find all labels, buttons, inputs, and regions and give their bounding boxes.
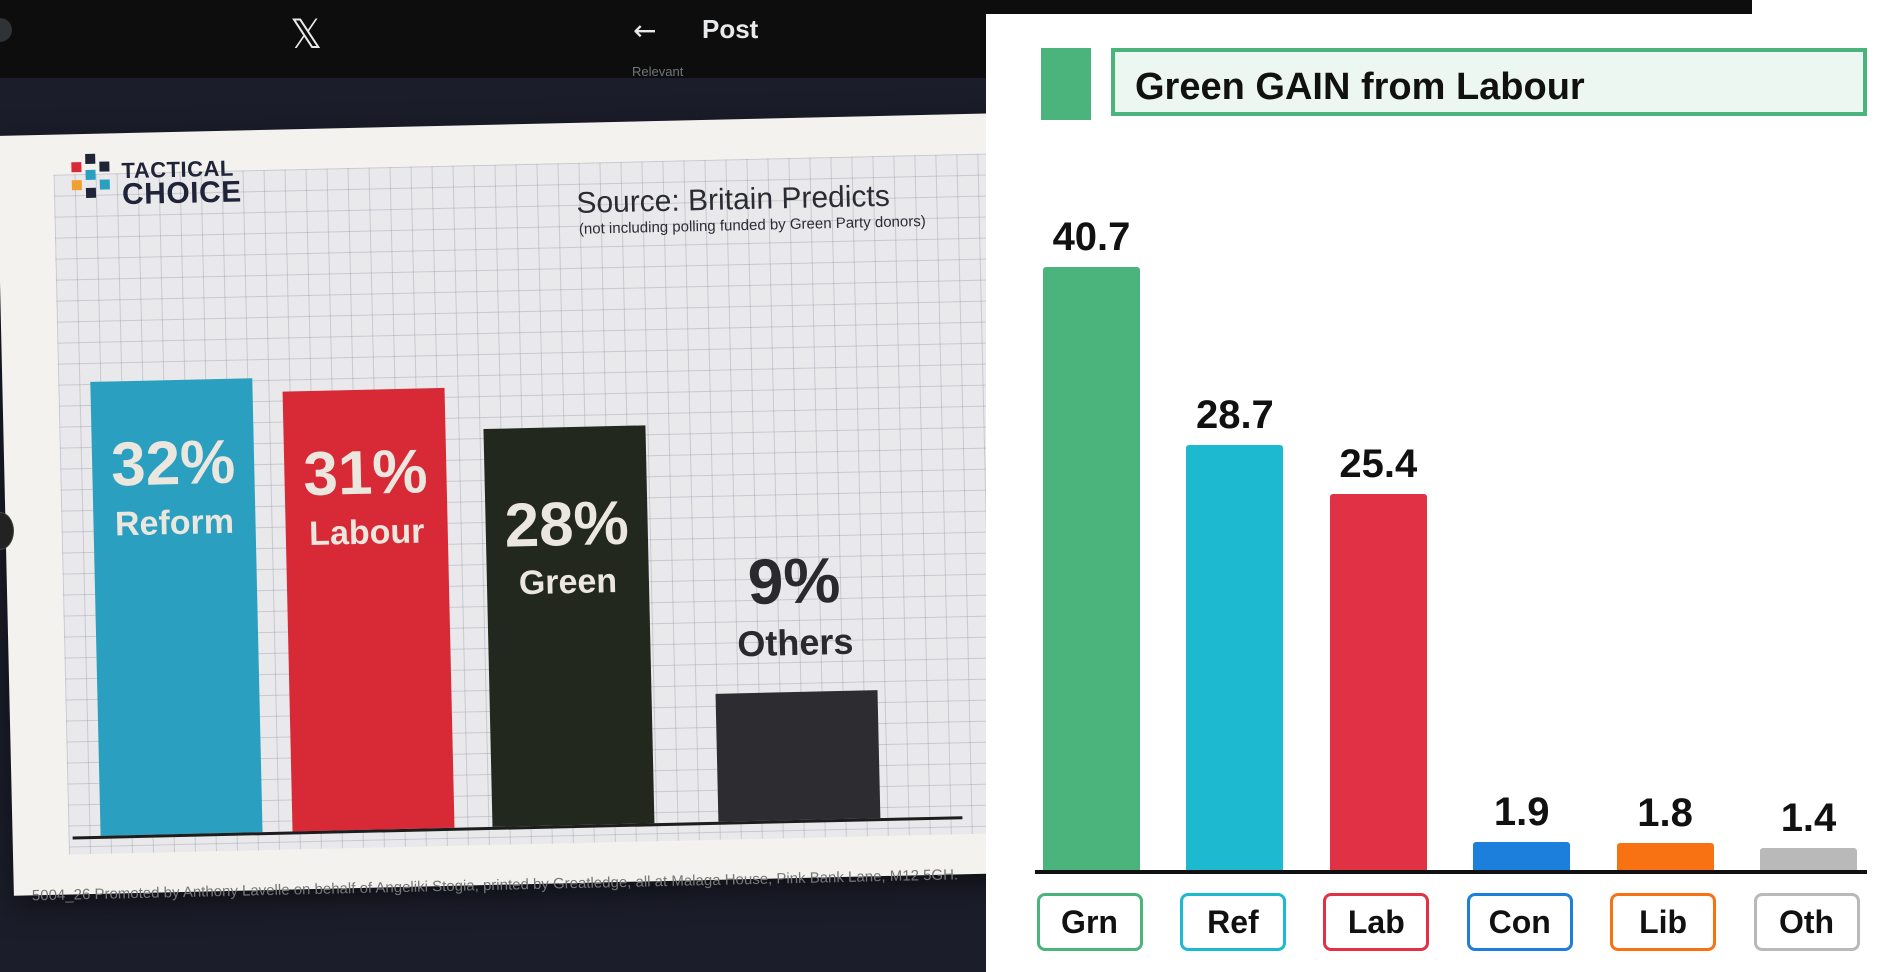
- left-edge-control[interactable]: [0, 18, 12, 42]
- page-subtitle: Relevant: [632, 64, 684, 79]
- leaflet-bar-name: Labour: [308, 512, 425, 553]
- bar-value-label: 1.4: [1780, 796, 1837, 840]
- bar-ref: [1186, 444, 1284, 870]
- leaflet-bar-name: Reform: [114, 502, 235, 543]
- page-title: Post: [702, 14, 759, 44]
- right-chart-axis: [1035, 870, 1867, 874]
- leaflet-bar-percent: 32%: [110, 427, 236, 500]
- bar-con: [1473, 841, 1571, 870]
- back-arrow-icon[interactable]: ←: [633, 14, 657, 47]
- imprint-footnote: 5004_26 Promoted by Anthony Lavelle on b…: [31, 866, 959, 905]
- bar-value-label: 28.7: [1195, 392, 1274, 437]
- leaflet-bar-percent: 28%: [503, 489, 630, 561]
- brand-line-2: CHOICE: [121, 175, 243, 212]
- x-logo-icon[interactable]: 𝕏: [290, 12, 323, 58]
- leaflet-bar-percent: 9%: [746, 544, 842, 619]
- bar-lib: [1616, 843, 1714, 870]
- bar-value-label: 25.4: [1339, 441, 1418, 486]
- leaflet-bar-percent: 31%: [302, 437, 429, 509]
- title-box: Green GAIN from Labour: [1111, 48, 1867, 116]
- category-label-con: Con: [1466, 893, 1573, 951]
- bar-grn: [1043, 267, 1140, 870]
- title-accent-square: [1041, 48, 1091, 120]
- leaflet-bar-others: [715, 690, 881, 822]
- category-label-lib: Lib: [1610, 893, 1717, 951]
- bar-value-label: 40.7: [1052, 215, 1131, 259]
- leaflet-card: TACTICAL CHOICE Source: Britain Predicts…: [0, 112, 986, 904]
- leaflet-bar-name: Others: [736, 620, 854, 665]
- category-label-lab: Lab: [1323, 893, 1430, 951]
- leaflet-bar-green: 28% Green: [483, 425, 655, 827]
- brand-squares-icon: [71, 150, 251, 198]
- category-label-oth: Oth: [1753, 893, 1860, 951]
- leaflet-photo: TACTICAL CHOICE Source: Britain Predicts…: [0, 78, 986, 972]
- bar-lab: [1329, 493, 1427, 870]
- chart-title: Green GAIN from Labour: [1135, 66, 1585, 108]
- tactical-choice-logo: TACTICAL CHOICE: [71, 150, 253, 224]
- bar-oth: [1760, 848, 1857, 870]
- leaflet-card-wrap: TACTICAL CHOICE Source: Britain Predicts…: [0, 83, 986, 926]
- category-label-grn: Grn: [1036, 893, 1143, 951]
- right-chart-panel-band: [1752, 78, 1897, 972]
- bar-value-label: 1.9: [1493, 789, 1550, 834]
- bar-value-label: 1.8: [1637, 791, 1693, 836]
- leaflet-bar-reform: 32% Reform: [90, 377, 263, 836]
- leaflet-bar-labour: 31% Labour: [282, 387, 455, 832]
- category-label-ref: Ref: [1179, 893, 1286, 951]
- leaflet-bar-name: Green: [518, 562, 618, 603]
